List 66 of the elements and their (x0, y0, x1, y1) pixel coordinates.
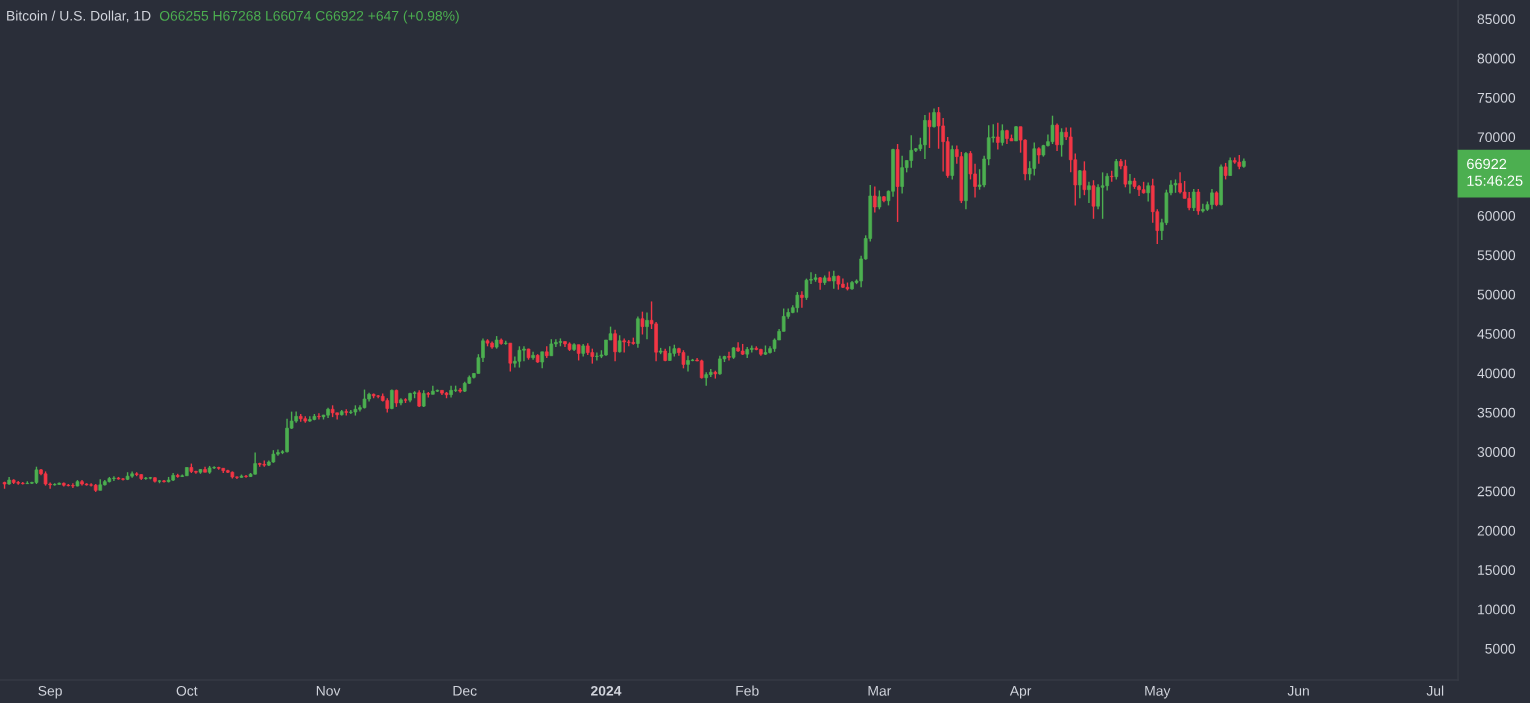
y-tick-label: 35000 (1477, 407, 1516, 418)
candlestick (1146, 181, 1150, 203)
text: Bitcoin / U.S. Dollar, 1D (7, 10, 151, 23)
candlestick (727, 351, 731, 362)
y-tick-label: 45000 (1477, 329, 1516, 339)
candlestick (1191, 188, 1196, 212)
text: 66922 15:46:25 (1467, 158, 1523, 186)
y-tick-label: 5000 (1485, 643, 1516, 654)
candlestick (1196, 188, 1201, 216)
y-tick-label: 60000 (1477, 210, 1516, 221)
candlestick (1091, 179, 1096, 220)
y-tick-label: 30000 (1477, 447, 1516, 457)
candlestick (1050, 114, 1055, 145)
y-tick-label: 75000 (1477, 92, 1516, 103)
x-tick-label: Feb (736, 685, 759, 696)
y-tick-label: 25000 (1477, 486, 1516, 497)
candlestick (517, 345, 522, 369)
candlestick (1059, 127, 1064, 158)
x-tick-label: Jul (1426, 685, 1444, 696)
x-tick-label: Oct (176, 685, 198, 696)
candlestick (508, 342, 513, 373)
candlestick (1032, 141, 1037, 177)
y-tick-label: 80000 (1477, 53, 1516, 64)
candlestick (1078, 169, 1082, 200)
text: O66255 H67268 L66074 C66922 +647 (+0.98%) (159, 10, 459, 24)
candlestick (872, 185, 877, 214)
candlestick (996, 122, 1000, 151)
candlestick (831, 270, 836, 290)
candlestick (681, 349, 686, 370)
x-tick-label: Jun (1287, 686, 1309, 696)
x-tick-label: Mar (868, 686, 892, 696)
x-tick-label: 2024 (591, 685, 622, 696)
candlestick (1114, 158, 1119, 181)
candlestick (645, 311, 649, 340)
candlestick (1082, 160, 1087, 196)
candlestick (1128, 173, 1132, 195)
candlestick (1100, 171, 1105, 220)
y-tick-label: 55000 (1477, 250, 1516, 261)
candlestick (927, 111, 932, 149)
y-tick-label: 20000 (1477, 525, 1516, 536)
candlestick (909, 134, 914, 169)
y-tick-label: 50000 (1477, 289, 1516, 300)
y-tick-label: 15000 (1478, 565, 1516, 575)
x-tick-label: Apr (1009, 686, 1032, 699)
candlestick (877, 189, 882, 211)
candlestick (1187, 191, 1191, 211)
y-tick-label: 70000 (1477, 132, 1516, 143)
y-tick-label: 85000 (1477, 14, 1516, 25)
candlestick (1123, 159, 1128, 189)
candlestick (1228, 156, 1232, 177)
candlestick (1087, 181, 1091, 204)
candlestick (640, 310, 645, 336)
y-tick-label: 10000 (1478, 604, 1516, 615)
candlestick (795, 291, 800, 314)
candlestick (531, 351, 535, 361)
x-tick-label: Dec (453, 686, 477, 696)
y-tick-label: 40000 (1477, 368, 1516, 379)
candlestick (1055, 122, 1059, 152)
candlestick (1000, 123, 1005, 147)
x-tick-label: Nov (316, 686, 341, 696)
x-tick-label: May (1145, 686, 1171, 699)
candlestick (800, 290, 804, 309)
candlestick (932, 107, 936, 129)
candlestick (613, 329, 617, 362)
x-tick-label: Sep (38, 685, 62, 699)
candlestick (317, 412, 321, 421)
